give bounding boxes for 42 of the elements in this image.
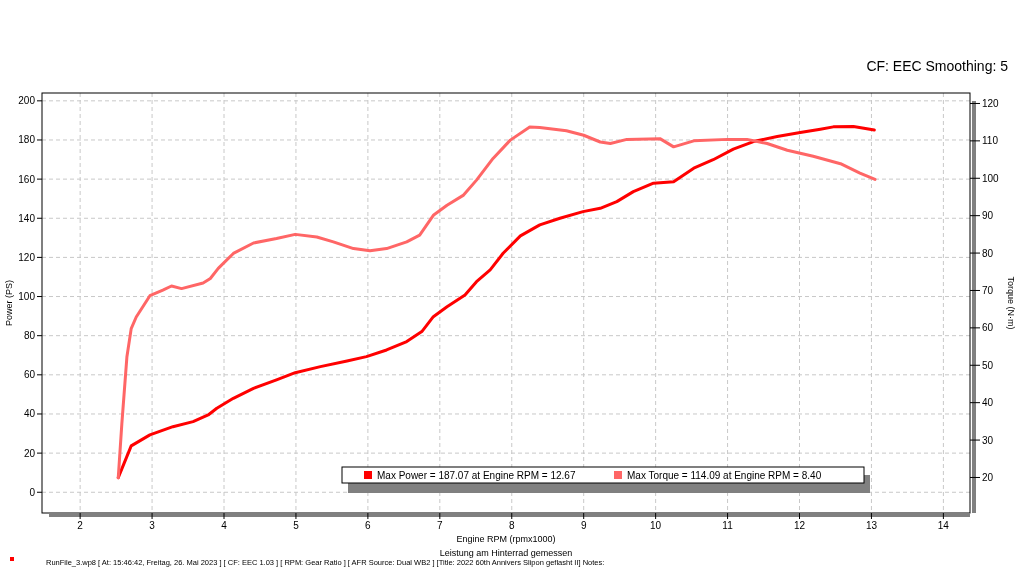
x-tick-label: 7 <box>437 520 444 531</box>
x-tick-label: 4 <box>221 520 228 531</box>
x-tick-label: 3 <box>149 520 156 531</box>
y2-tick-label: 120 <box>982 97 1000 109</box>
chart-subtitle: CF: EEC Smoothing: 5 <box>866 58 1009 74</box>
y2-tick-label: 110 <box>982 135 999 147</box>
x-tick-label: 11 <box>722 520 734 531</box>
y2-tick-label: 60 <box>982 322 994 334</box>
x-tick-label: 5 <box>293 520 300 531</box>
y-tick-label: 100 <box>18 291 36 303</box>
x-tick-label: 12 <box>793 520 806 531</box>
y2-tick-label: 100 <box>982 172 1000 184</box>
y2-tick-label: 80 <box>982 247 994 259</box>
y2-tick-label: 20 <box>982 471 994 483</box>
y-tick-label: 80 <box>23 330 36 342</box>
y2-tick-label: 40 <box>982 397 994 409</box>
y-tick-label: 200 <box>18 95 36 107</box>
y2-tick-label: 70 <box>982 284 994 296</box>
y2-axis-title: Torque (N·m) <box>1006 276 1016 330</box>
y-tick-label: 40 <box>23 408 36 420</box>
y-tick-label: 60 <box>23 369 36 381</box>
y-tick-label: 140 <box>18 212 36 224</box>
text: Leistung am Hinterrad gemessen <box>439 548 573 558</box>
legend-label: Max Torque = 114.09 at Engine RPM = 8.40 <box>627 470 822 481</box>
x-tick-label: 10 <box>650 520 662 531</box>
y2-tick-label: 50 <box>982 359 994 371</box>
y-tick-label: 180 <box>18 134 36 146</box>
x-axis-title: Engine RPM (rpmx1000) <box>456 534 556 544</box>
y-tick-label: 160 <box>18 173 36 185</box>
x-tick-label: 9 <box>580 520 587 531</box>
y-tick-label: 120 <box>18 251 36 263</box>
x-tick-label: 2 <box>77 520 84 531</box>
y2-tick-label: 30 <box>982 434 994 446</box>
y-tick-label: 0 <box>29 486 36 498</box>
x-tick-label: 13 <box>865 520 878 531</box>
x-tick-label: 8 <box>508 520 515 531</box>
y2-tick-label: 90 <box>982 210 994 222</box>
y-tick-label: 20 <box>23 447 36 459</box>
x-tick-label: 14 <box>937 520 950 531</box>
x-tick-label: 6 <box>365 520 372 531</box>
legend-label: Max Power = 187.07 at Engine RPM = 12.67 <box>377 470 576 481</box>
y-axis-title: Power (PS) <box>4 279 14 327</box>
